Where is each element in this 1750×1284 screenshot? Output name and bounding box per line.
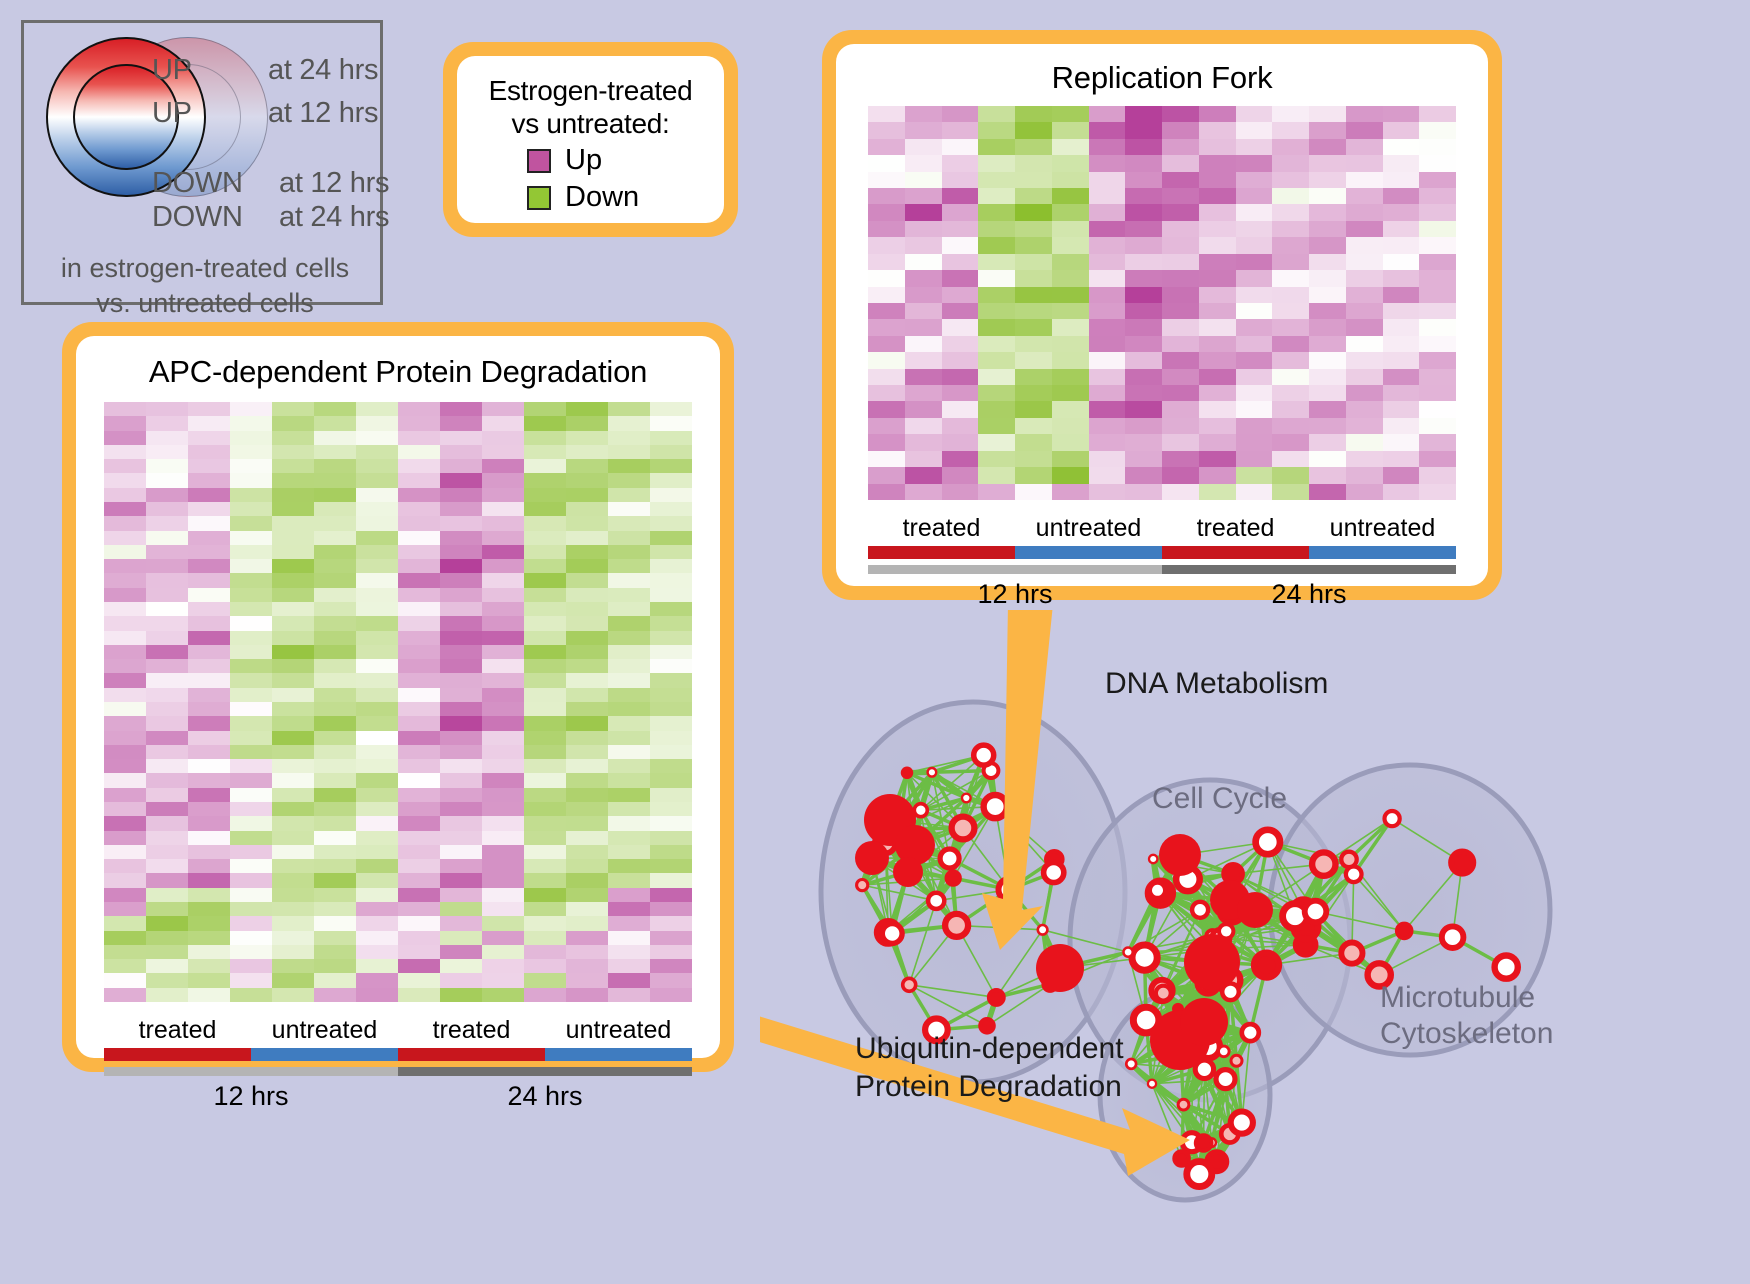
network-label-cell-cycle: Cell Cycle	[1152, 782, 1287, 816]
network-label-microtubule: Microtubule	[1380, 980, 1553, 1016]
apc-time-bar	[104, 1067, 692, 1076]
color-key-labels: UP at 24 hrs UP at 12 hrs DOWN at 12 hrs…	[24, 23, 386, 253]
network-label-ubiquitin-protein-degradation: Ubiquitin-dependent Protein Degradation	[855, 1030, 1124, 1105]
rf-group-label-1: untreated	[1015, 514, 1162, 543]
network-label-ubiquitin: Ubiquitin-dependent	[855, 1030, 1124, 1068]
legend-swatch-down-icon	[527, 186, 551, 210]
rf-bar-treated-24	[1162, 546, 1309, 559]
apc-group-labels: treated untreated treated untreated	[104, 1016, 692, 1045]
apc-group-label-1: untreated	[251, 1016, 398, 1045]
replication-fork-title: Replication Fork	[836, 60, 1488, 96]
legend-title-line2: vs untreated:	[457, 107, 724, 140]
apc-panel: APC-dependent Protein Degradation treate…	[62, 322, 734, 1072]
rf-time-bar	[868, 565, 1456, 574]
apc-group-label-2: treated	[398, 1016, 545, 1045]
apc-time-label-24: 24 hrs	[398, 1081, 692, 1112]
rf-bar-untreated-12	[1015, 546, 1162, 559]
network-label-cytoskeleton: Cytoskeleton	[1380, 1016, 1553, 1052]
legend-panel-inner: Estrogen-treated vs untreated: Up Down	[457, 56, 724, 223]
apc-panel-inner: APC-dependent Protein Degradation treate…	[76, 336, 720, 1058]
key-down-12-time: at 12 hrs	[279, 167, 389, 200]
rf-group-bar	[868, 546, 1456, 559]
apc-time-label-12: 12 hrs	[104, 1081, 398, 1112]
apc-group-label-3: untreated	[545, 1016, 692, 1045]
legend-item-down: Down	[527, 181, 724, 214]
replication-fork-inner: Replication Fork treated untreated treat…	[836, 44, 1488, 586]
rf-time-labels: 12 hrs 24 hrs	[868, 579, 1456, 610]
color-key-caption-line1: in estrogen-treated cells	[24, 251, 386, 286]
replication-fork-panel: Replication Fork treated untreated treat…	[822, 30, 1502, 600]
rf-bar-untreated-24	[1309, 546, 1456, 559]
apc-bar-untreated-12	[251, 1048, 398, 1061]
apc-panel-title: APC-dependent Protein Degradation	[76, 354, 720, 390]
network-label-dna-metabolism: DNA Metabolism	[1105, 667, 1328, 701]
legend-label-up: Up	[565, 144, 602, 177]
key-down-12-direction: DOWN	[152, 167, 243, 200]
key-down-24-time: at 24 hrs	[279, 201, 389, 234]
replication-fork-heatmap	[868, 106, 1456, 500]
apc-group-bar	[104, 1048, 692, 1061]
network-label-microtubule-cytoskeleton: Microtubule Cytoskeleton	[1380, 980, 1553, 1052]
apc-time-bar-12	[104, 1067, 398, 1076]
rf-group-label-2: treated	[1162, 514, 1309, 543]
apc-footer: treated untreated treated untreated 12 h	[104, 1016, 692, 1112]
rf-group-label-3: untreated	[1309, 514, 1456, 543]
legend-label-down: Down	[565, 181, 639, 214]
rf-time-label-12: 12 hrs	[868, 579, 1162, 610]
rf-group-labels: treated untreated treated untreated	[868, 514, 1456, 543]
rf-bar-treated-12	[868, 546, 1015, 559]
legend-title-line1: Estrogen-treated	[457, 74, 724, 107]
rf-time-label-24: 24 hrs	[1162, 579, 1456, 610]
network-diagram: DNA Metabolism Cell Cycle Microtubule Cy…	[760, 610, 1750, 1279]
legend-item-up: Up	[527, 144, 724, 177]
apc-time-labels: 12 hrs 24 hrs	[104, 1081, 692, 1112]
replication-fork-footer: treated untreated treated untreated 12 h	[868, 514, 1456, 610]
key-up-12-direction: UP	[152, 97, 192, 130]
apc-time-bar-24	[398, 1067, 692, 1076]
rf-time-bar-24	[1162, 565, 1456, 574]
key-up-24-time: at 24 hrs	[268, 54, 378, 87]
apc-bar-treated-24	[398, 1048, 545, 1061]
key-up-12-time: at 12 hrs	[268, 97, 378, 130]
key-up-24-direction: UP	[152, 54, 192, 87]
apc-group-label-0: treated	[104, 1016, 251, 1045]
apc-bar-treated-12	[104, 1048, 251, 1061]
network-label-protein-degradation: Protein Degradation	[855, 1068, 1124, 1106]
rf-time-bar-12	[868, 565, 1162, 574]
color-key-box: UP at 24 hrs UP at 12 hrs DOWN at 12 hrs…	[21, 20, 383, 305]
color-key-caption-line2: vs. untreated cells	[24, 286, 386, 321]
network-svg	[760, 610, 1750, 1279]
legend-title: Estrogen-treated vs untreated:	[457, 74, 724, 140]
color-key-caption: in estrogen-treated cells vs. untreated …	[24, 251, 386, 320]
apc-heatmap	[104, 402, 692, 1002]
apc-bar-untreated-24	[545, 1048, 692, 1061]
rf-group-label-0: treated	[868, 514, 1015, 543]
key-down-24-direction: DOWN	[152, 201, 243, 234]
legend-swatch-up-icon	[527, 149, 551, 173]
legend-panel: Estrogen-treated vs untreated: Up Down	[443, 42, 738, 237]
